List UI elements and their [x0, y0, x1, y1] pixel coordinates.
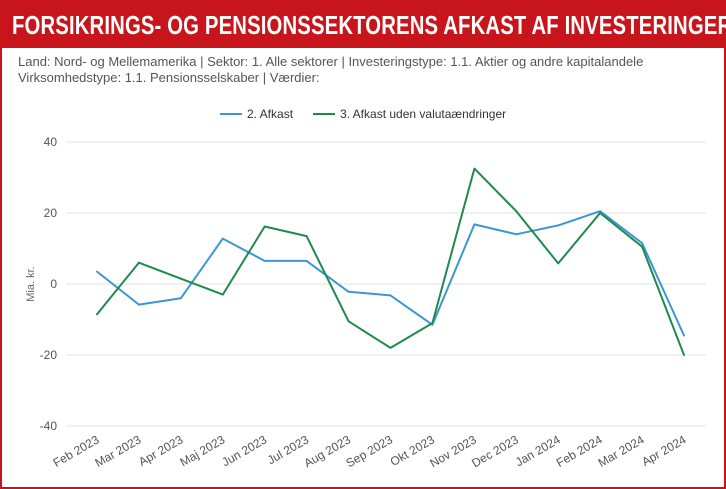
series-line-2 [96, 167, 685, 356]
x-tick-label: Mar 2023 [93, 432, 144, 470]
legend-label: 2. Afkast [247, 107, 294, 121]
series-line-1 [96, 210, 685, 337]
x-tick-label: Apr 2023 [136, 432, 185, 469]
chart-title-bar: FORSIKRINGS- OG PENSIONSSEKTORENS AFKAST… [2, 2, 726, 48]
subtitle-line-1: Land: Nord- og Mellemamerika | Sektor: 1… [18, 54, 644, 69]
grid-lines [66, 141, 706, 427]
x-tick-label: Feb 2023 [51, 432, 102, 470]
y-axis-ticks: 40 20 0 -20 -40 [40, 135, 58, 433]
y-tick-label: 0 [50, 277, 57, 291]
x-tick-label: Apr 2024 [639, 432, 688, 469]
chart-subtitle: Land: Nord- og Mellemamerika | Sektor: 1… [18, 54, 724, 86]
legend-label: 3. Afkast uden valutaændringer [340, 107, 506, 121]
x-tick-label: Aug 2023 [302, 432, 354, 470]
x-tick-label: Sep 2023 [343, 432, 395, 470]
x-tick-label: Dec 2023 [469, 432, 521, 470]
y-tick-label: -40 [40, 419, 58, 433]
x-tick-label: Jun 2023 [219, 432, 269, 469]
y-tick-label: 20 [44, 206, 58, 220]
x-tick-label: Jan 2024 [513, 432, 563, 469]
x-tick-label: Maj 2023 [178, 432, 228, 469]
x-tick-label: Feb 2024 [554, 432, 605, 470]
y-axis-label: Mia. kr. [25, 266, 37, 301]
chart-title: FORSIKRINGS- OG PENSIONSSEKTORENS AFKAST… [12, 9, 726, 40]
subtitle-line-2: Virksomhedstype: 1.1. Pensionsselskaber … [18, 70, 320, 85]
series-lines [96, 167, 685, 356]
x-tick-label: Nov 2023 [427, 432, 479, 470]
legend: 2. Afkast 3. Afkast uden valutaændringer [220, 107, 506, 121]
x-tick-label: Mar 2024 [596, 432, 647, 470]
y-tick-label: -20 [40, 348, 58, 362]
y-tick-label: 40 [44, 135, 58, 149]
